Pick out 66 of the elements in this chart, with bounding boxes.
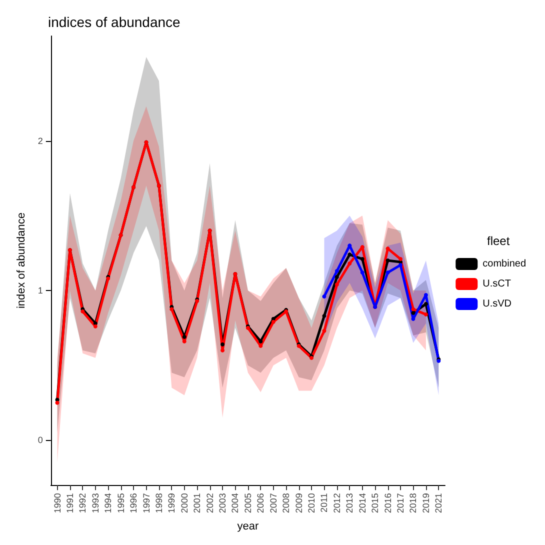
x-tick-label: 2016 — [382, 493, 393, 514]
y-tick-label: 2 — [38, 136, 43, 146]
legend-label: U.sCT — [482, 278, 511, 290]
point — [182, 334, 186, 339]
point — [334, 269, 339, 274]
point — [170, 307, 174, 312]
point — [271, 320, 276, 324]
x-tick-label: 2002 — [204, 493, 215, 514]
legend-label: U.sVD — [482, 298, 512, 310]
x-tick-label: 2019 — [420, 493, 431, 514]
x-tick-label: 2011 — [319, 493, 330, 512]
point — [424, 312, 428, 316]
x-tick-label: 1997 — [141, 493, 152, 514]
x-tick-label: 2008 — [281, 493, 292, 514]
point — [334, 282, 339, 286]
point — [386, 258, 390, 263]
point — [93, 324, 98, 328]
x-tick-label: 1995 — [116, 493, 126, 514]
point — [360, 270, 364, 275]
y-tick-label: 0 — [38, 435, 43, 446]
point — [348, 262, 352, 266]
x-tick-label: 2012 — [332, 493, 342, 514]
x-tick-label: 2018 — [408, 493, 418, 514]
point — [322, 294, 326, 298]
x-tick-label: 1991 — [64, 493, 75, 514]
point — [386, 270, 390, 275]
point — [424, 292, 428, 297]
point — [220, 342, 225, 346]
x-tick-label: 2001 — [192, 493, 202, 514]
x-tick-label: 2013 — [344, 493, 355, 514]
x-tick-label: 2000 — [179, 493, 190, 514]
point — [334, 275, 339, 280]
x-tick-label: 2003 — [218, 493, 228, 514]
legend-title: fleet — [487, 234, 510, 248]
x-tick-label: 2007 — [268, 493, 278, 514]
x-tick-label: 2014 — [357, 493, 368, 514]
x-tick-label: 2010 — [306, 493, 317, 514]
x-tick-label: 2015 — [370, 493, 380, 514]
point — [55, 400, 60, 405]
point — [348, 252, 352, 257]
x-tick-label: 1998 — [154, 493, 164, 514]
x-tick-label: 1996 — [128, 493, 139, 514]
point — [411, 307, 416, 312]
point — [322, 328, 326, 333]
x-tick-label: 1992 — [78, 493, 88, 514]
x-tick-label: 1990 — [52, 493, 62, 514]
y-axis-title: index of abundance — [16, 212, 28, 309]
x-tick-label: 2021 — [434, 493, 444, 514]
chart-title: indices of abundance — [48, 14, 181, 30]
y-tick-label: 1 — [38, 285, 43, 296]
x-axis-title: year — [237, 520, 259, 532]
x-tick-label: 2006 — [256, 493, 266, 514]
x-tick-label: 1994 — [103, 493, 114, 514]
x-tick-label: 2005 — [242, 493, 253, 514]
x-tick-label: 2017 — [396, 493, 406, 514]
point — [360, 257, 364, 262]
point — [398, 257, 403, 262]
point — [411, 310, 416, 315]
x-tick-label: 2004 — [230, 493, 240, 514]
x-tick-label: 1993 — [90, 493, 100, 514]
point — [322, 314, 326, 318]
point — [424, 302, 428, 306]
legend-label: combined — [482, 258, 526, 270]
x-tick-label: 2009 — [294, 493, 304, 514]
point — [220, 348, 225, 352]
x-tick-label: 1999 — [166, 493, 177, 514]
